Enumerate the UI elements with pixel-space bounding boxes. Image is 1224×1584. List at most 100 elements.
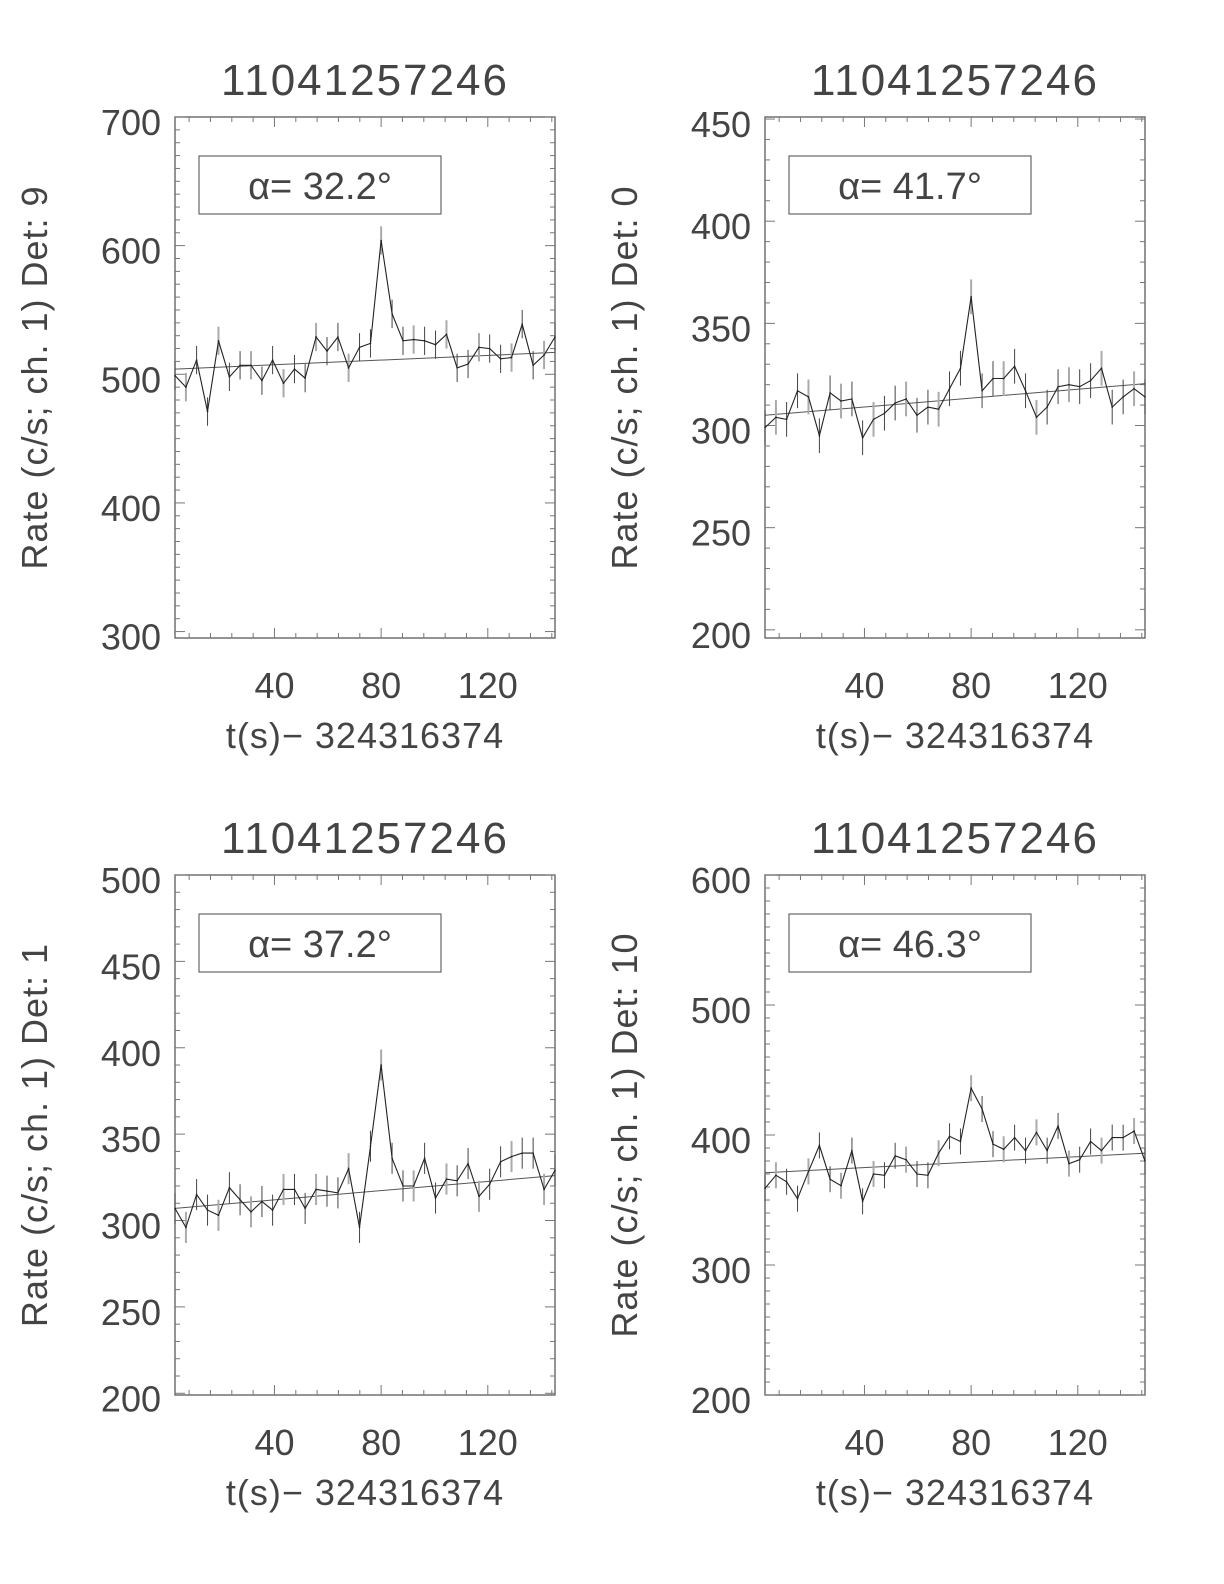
data-point [818,434,821,437]
data-point [1100,1149,1103,1152]
data-point [423,1157,426,1160]
data-point [380,1064,382,1066]
data-point [347,367,350,369]
y-axis-label: Rate (c/s; ch. 1) Det: 9 [14,185,55,569]
data-point [250,1211,252,1213]
data-point [970,1087,972,1089]
chart-title: 11041257246 [221,814,509,863]
data-point [271,359,274,361]
y-tick-label: 400 [101,488,161,529]
data-point [445,1178,448,1180]
y-tick-label: 300 [691,1250,751,1291]
x-tick-label: 120 [1048,1422,1108,1463]
data-point [185,386,187,388]
data-point [927,1174,929,1177]
x-tick-label: 120 [458,1422,518,1463]
chart-panel-3: 40 80 120 200 300 400 500 600 11041257246 t(s)− 3… [604,814,1146,1513]
data-point [456,367,458,369]
data-point [391,313,393,315]
data-point [488,347,491,350]
data-point [326,1190,328,1192]
data-point [851,1149,853,1152]
x-axis-label: t(s)− 324316374 [226,715,504,756]
y-tick-label: 250 [101,1292,161,1333]
data-point [785,1181,788,1183]
data-line [174,1064,556,1229]
data-point [807,1170,810,1173]
x-tick-label: 80 [361,665,401,706]
data-point [174,374,176,377]
data-point [1057,385,1059,388]
data-point [358,346,361,349]
y-axis-label: Rate (c/s; ch. 1) Det: 10 [604,932,645,1337]
y-tick-label: 300 [691,411,751,452]
data-point [467,363,469,365]
data-point [217,340,220,342]
data-point [785,418,788,421]
data-point [315,1188,317,1191]
data-point [775,1174,777,1177]
data-point [228,376,231,378]
data-point [1046,406,1048,408]
y-tick-label: 600 [101,231,161,272]
data-point [282,382,285,385]
data-point [1100,367,1103,370]
y-tick-label: 200 [691,1380,751,1421]
x-tick-label: 80 [361,1422,401,1463]
data-point [358,1226,361,1229]
data-point [499,358,502,360]
data-point [796,1197,799,1200]
data-point [380,239,382,242]
data-point [1013,1136,1016,1139]
data-point [293,368,296,370]
data-point [478,1195,480,1198]
y-tick-label: 450 [691,104,751,145]
data-point [499,1160,502,1163]
fit-line [764,383,1146,416]
data-point [304,1207,306,1210]
data-point [326,350,328,352]
data-point [894,402,896,404]
annotation-box [198,155,442,215]
data-point [532,364,534,367]
chart-title: 11041257246 [811,814,1099,863]
data-point [818,1144,821,1147]
data-point [554,336,556,338]
y-tick-label: 500 [101,359,161,400]
data-point [1057,1125,1059,1127]
data-point [1144,1160,1146,1162]
y-tick-label: 250 [691,513,751,554]
data-point [883,412,886,415]
y-tick-label: 400 [101,1033,161,1074]
data-point [1133,387,1135,390]
data-point [521,323,523,325]
data-point [391,1157,393,1160]
data-point [948,387,951,390]
data-point [412,338,415,341]
data-point [894,1155,896,1157]
data-point [271,1209,274,1211]
x-tick-label: 40 [844,1422,884,1463]
y-tick-label: 500 [101,860,161,901]
data-point [185,1226,187,1229]
y-tick-label: 300 [101,1206,161,1247]
y-tick-label: 200 [691,615,751,656]
data-point [1002,1148,1005,1151]
data-point [1002,377,1005,380]
data-point [347,1167,350,1170]
data-point [764,1187,766,1190]
y-axis-label: Rate (c/s; ch. 1) Det: 1 [14,943,55,1327]
fit-line [174,1175,556,1209]
annotation-box [788,913,1032,973]
x-tick-label: 120 [458,665,518,706]
data-point [543,354,545,356]
data-point [1013,365,1016,368]
chart-title: 11041257246 [221,56,509,105]
data-point [554,1169,556,1172]
data-point [217,1214,220,1217]
data-point [775,416,777,419]
data-point [970,295,972,298]
data-point [861,1200,864,1203]
data-point [293,1188,296,1191]
